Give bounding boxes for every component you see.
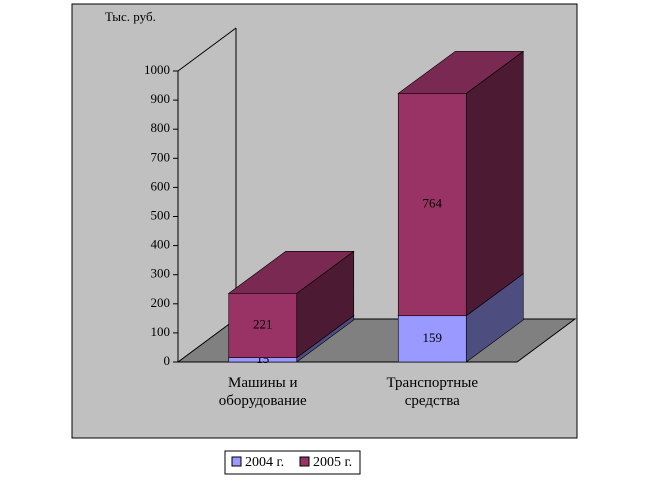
y-tick-label: 800 bbox=[151, 120, 171, 135]
legend-swatch bbox=[299, 456, 310, 467]
y-tick-label: 1000 bbox=[144, 62, 170, 77]
data-label: 159 bbox=[423, 330, 443, 345]
y-tick-label: 600 bbox=[151, 178, 171, 193]
data-label: 764 bbox=[423, 196, 443, 211]
y-tick-label: 300 bbox=[151, 266, 171, 281]
y-tick-label: 500 bbox=[151, 207, 171, 222]
bar bbox=[397, 93, 467, 317]
y-tick-label: 200 bbox=[151, 295, 171, 310]
y-tick-label: 900 bbox=[151, 91, 171, 106]
data-label: 221 bbox=[253, 316, 273, 331]
legend bbox=[224, 450, 361, 475]
bar-side bbox=[465, 50, 524, 317]
legend-swatch bbox=[231, 456, 242, 467]
y-axis-label: Тыс. руб. bbox=[105, 9, 156, 24]
y-tick-label: 700 bbox=[151, 149, 171, 164]
bar bbox=[228, 293, 298, 358]
legend-label: 2005 г. bbox=[313, 455, 352, 470]
y-tick-label: 400 bbox=[151, 237, 171, 252]
x-tick-label: Транспортные средства bbox=[386, 375, 479, 409]
y-tick-label: 100 bbox=[151, 324, 171, 339]
legend-label: 2004 г. bbox=[245, 455, 284, 470]
bar bbox=[397, 315, 467, 363]
y-tick-label: 0 bbox=[164, 353, 171, 368]
wall-edge bbox=[177, 27, 237, 72]
x-tick-label: Машины и оборудование bbox=[218, 375, 307, 409]
